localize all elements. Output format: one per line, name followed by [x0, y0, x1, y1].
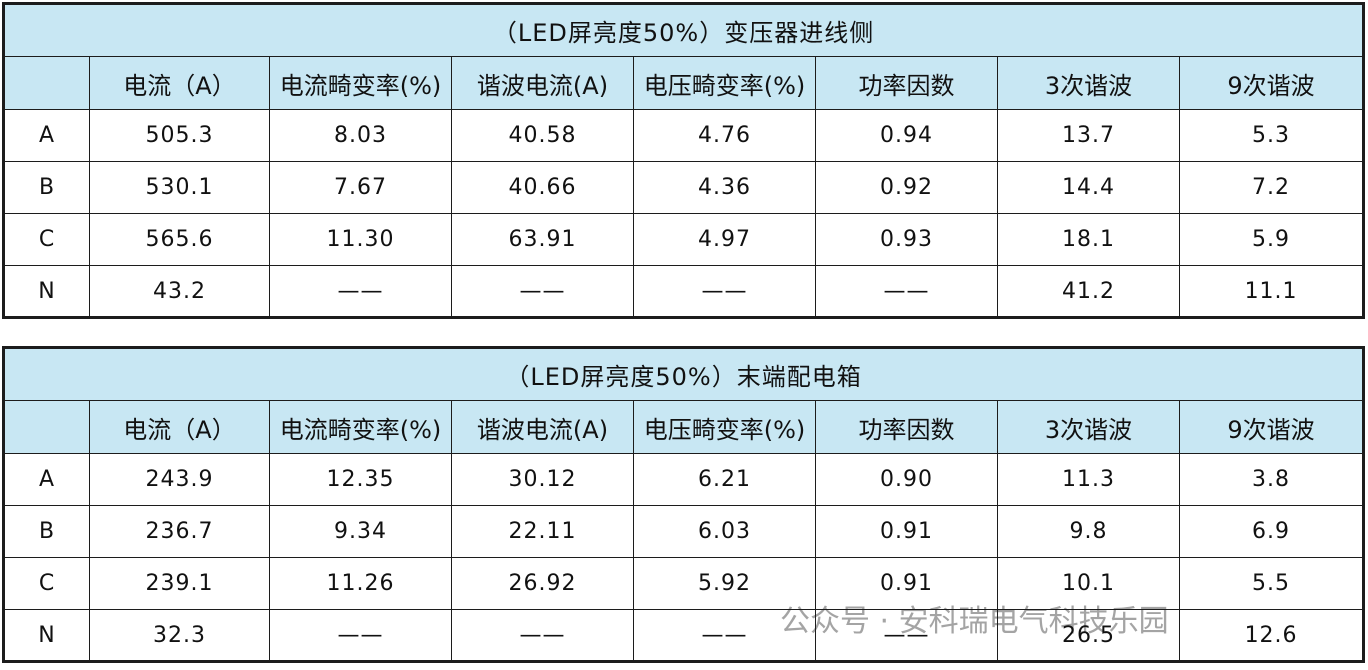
row-label: C	[3, 557, 90, 610]
data-cell: 32.3	[89, 609, 270, 662]
data-cell: 40.66	[451, 161, 634, 214]
data-cell: 5.9	[1178, 213, 1365, 266]
row-label: N	[3, 265, 90, 318]
data-cell: 243.9	[89, 453, 270, 506]
data-cell: 3.8	[1178, 453, 1365, 506]
data-cell: 11.3	[997, 453, 1180, 506]
data-row: C 239.1 11.26 26.92 5.92 0.91 10.1 5.5	[3, 557, 1365, 610]
data-row: N 43.2 —— —— —— —— 41.2 11.1	[3, 265, 1365, 318]
header-cell: 3次谐波	[997, 56, 1180, 110]
data-cell: 14.4	[997, 161, 1180, 214]
data-cell: 236.7	[89, 505, 270, 558]
header-cell: 9次谐波	[1178, 400, 1365, 454]
data-cell: 0.91	[815, 505, 998, 558]
header-cell: 电流畸变率(%)	[269, 400, 452, 454]
title-row: （LED屏亮度50%）变压器进线侧	[2, 3, 1365, 57]
header-row: 电流（A） 电流畸变率(%) 谐波电流(A) 电压畸变率(%) 功率因数 3次谐波 9次谐波	[3, 56, 1365, 110]
data-cell: 530.1	[89, 161, 270, 214]
data-cell: 565.6	[89, 213, 270, 266]
data-cell: 40.58	[451, 109, 634, 162]
data-cell: 5.5	[1178, 557, 1365, 610]
data-cell: 0.93	[815, 213, 998, 266]
data-cell: 5.92	[633, 557, 816, 610]
data-row: N 32.3 —— —— —— —— 26.5 12.6	[3, 609, 1365, 662]
data-cell: 4.36	[633, 161, 816, 214]
data-cell: 9.34	[269, 505, 452, 558]
data-cell: ——	[269, 609, 452, 662]
data-cell: 18.1	[997, 213, 1180, 266]
data-cell: ——	[269, 265, 452, 318]
row-label: A	[3, 453, 90, 506]
header-cell: 电流（A）	[89, 56, 270, 110]
data-cell: 505.3	[89, 109, 270, 162]
row-label: N	[3, 609, 90, 662]
data-cell: 9.8	[997, 505, 1180, 558]
data-cell: 6.21	[633, 453, 816, 506]
data-row: B 236.7 9.34 22.11 6.03 0.91 9.8 6.9	[3, 505, 1365, 558]
data-table: （LED屏亮度50%）末端配电箱 电流（A） 电流畸变率(%) 谐波电流(A) 电压畸变…	[2, 346, 1366, 663]
header-cell: 谐波电流(A)	[451, 400, 634, 454]
table-body: （LED屏亮度50%）变压器进线侧 电流（A） 电流畸变率(%) 谐波电流(A) 电压畸…	[2, 3, 1365, 318]
data-table: （LED屏亮度50%）变压器进线侧 电流（A） 电流畸变率(%) 谐波电流(A) 电压畸…	[2, 2, 1366, 319]
header-cell: 9次谐波	[1178, 56, 1365, 110]
data-cell: 5.3	[1178, 109, 1365, 162]
data-cell: 11.26	[269, 557, 452, 610]
header-corner	[3, 56, 90, 110]
header-cell: 电流（A）	[89, 400, 270, 454]
data-row: A 505.3 8.03 40.58 4.76 0.94 13.7 5.3	[3, 109, 1365, 162]
data-cell: 11.30	[269, 213, 452, 266]
data-cell: ——	[633, 265, 816, 318]
row-label: B	[3, 505, 90, 558]
table-body: （LED屏亮度50%）末端配电箱 电流（A） 电流畸变率(%) 谐波电流(A) 电压畸变…	[2, 347, 1365, 662]
header-cell: 功率因数	[815, 400, 998, 454]
data-cell: 8.03	[269, 109, 452, 162]
row-label: C	[3, 213, 90, 266]
data-cell: ——	[815, 609, 998, 662]
header-cell: 功率因数	[815, 56, 998, 110]
header-cell: 3次谐波	[997, 400, 1180, 454]
data-cell: 0.94	[815, 109, 998, 162]
data-cell: ——	[633, 609, 816, 662]
data-cell: ——	[815, 265, 998, 318]
data-cell: 43.2	[89, 265, 270, 318]
data-cell: 12.6	[1178, 609, 1365, 662]
data-cell: ——	[451, 265, 634, 318]
data-cell: 0.92	[815, 161, 998, 214]
row-label: A	[3, 109, 90, 162]
header-cell: 电压畸变率(%)	[633, 56, 816, 110]
data-cell: 6.9	[1178, 505, 1365, 558]
data-cell: 63.91	[451, 213, 634, 266]
data-cell: 7.67	[269, 161, 452, 214]
row-label: B	[3, 161, 90, 214]
data-cell: 0.90	[815, 453, 998, 506]
header-cell: 电流畸变率(%)	[269, 56, 452, 110]
table-title: （LED屏亮度50%）末端配电箱	[2, 347, 1365, 401]
data-cell: 12.35	[269, 453, 452, 506]
data-row: A 243.9 12.35 30.12 6.21 0.90 11.3 3.8	[3, 453, 1365, 506]
data-cell: 4.76	[633, 109, 816, 162]
data-cell: 22.11	[451, 505, 634, 558]
data-cell: 26.92	[451, 557, 634, 610]
data-cell: ——	[451, 609, 634, 662]
title-row: （LED屏亮度50%）末端配电箱	[2, 347, 1365, 401]
data-cell: 0.91	[815, 557, 998, 610]
data-cell: 10.1	[997, 557, 1180, 610]
header-cell: 谐波电流(A)	[451, 56, 634, 110]
data-cell: 11.1	[1178, 265, 1365, 318]
data-row: C 565.6 11.30 63.91 4.97 0.93 18.1 5.9	[3, 213, 1365, 266]
data-cell: 41.2	[997, 265, 1180, 318]
header-corner	[3, 400, 90, 454]
data-cell: 7.2	[1178, 161, 1365, 214]
data-cell: 30.12	[451, 453, 634, 506]
data-cell: 4.97	[633, 213, 816, 266]
header-row: 电流（A） 电流畸变率(%) 谐波电流(A) 电压畸变率(%) 功率因数 3次谐波 9次谐波	[3, 400, 1365, 454]
data-cell: 13.7	[997, 109, 1180, 162]
data-cell: 239.1	[89, 557, 270, 610]
data-cell: 26.5	[997, 609, 1180, 662]
data-cell: 6.03	[633, 505, 816, 558]
table-title: （LED屏亮度50%）变压器进线侧	[2, 3, 1365, 57]
data-row: B 530.1 7.67 40.66 4.36 0.92 14.4 7.2	[3, 161, 1365, 214]
header-cell: 电压畸变率(%)	[633, 400, 816, 454]
